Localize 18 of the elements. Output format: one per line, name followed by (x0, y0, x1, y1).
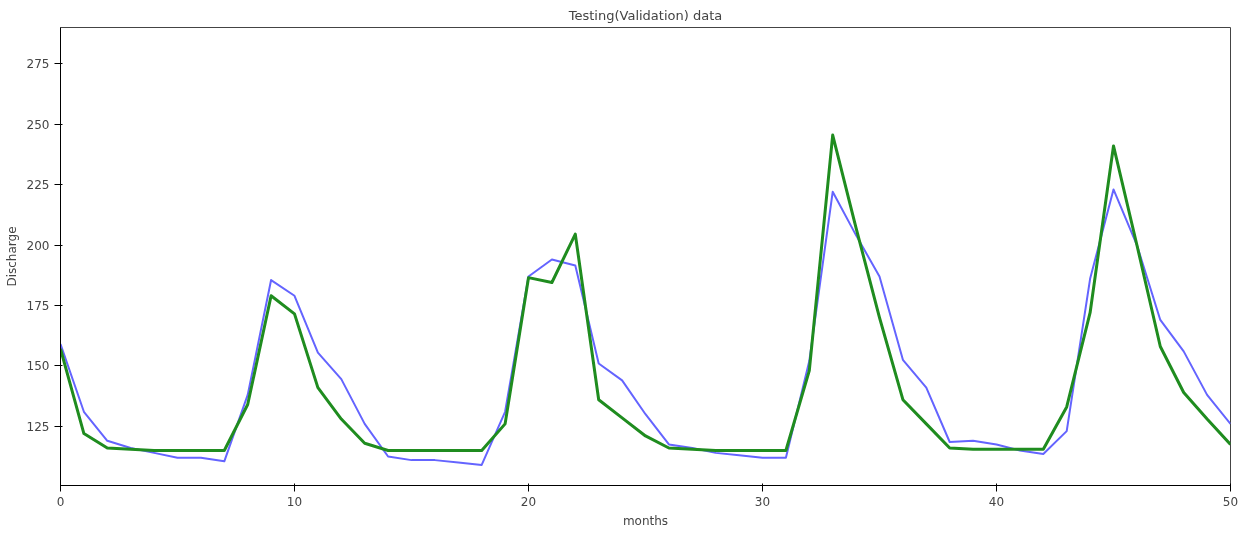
x-axis-title: months (622, 513, 669, 528)
y-tick-label: 200 (26, 238, 50, 253)
y-tick-label: 150 (26, 359, 50, 374)
x-tick-label: 30 (754, 494, 771, 509)
y-axis-title: Discharge (4, 226, 19, 287)
y-tick-label: 175 (26, 298, 50, 313)
x-tick-label: 50 (1222, 494, 1239, 509)
chart-title: Testing(Validation) data (567, 7, 723, 23)
line-series (60, 133, 1231, 452)
line-series (60, 188, 1231, 466)
x-tick-label: 0 (56, 494, 65, 509)
y-tick-label: 275 (26, 57, 50, 72)
x-tick-label: 40 (988, 494, 1005, 509)
y-tick-label: 125 (26, 419, 50, 434)
y-tick-label: 250 (26, 117, 50, 132)
x-tick-label: 10 (286, 494, 303, 509)
y-tick-label: 225 (26, 178, 50, 193)
x-tick-label: 20 (520, 494, 537, 509)
